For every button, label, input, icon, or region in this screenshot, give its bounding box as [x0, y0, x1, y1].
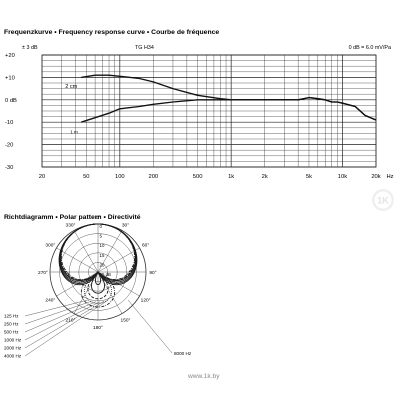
watermark-logo-circle	[372, 189, 394, 211]
x-tick-label: 5k	[306, 174, 312, 180]
radial-label: 0	[100, 224, 103, 229]
series-label-2cm: 2 cm	[65, 84, 77, 90]
watermark-logo-inner-ring	[374, 191, 392, 209]
frequency-series-labels: 2 cm 1 m	[65, 84, 78, 134]
polar-spoke	[73, 230, 99, 273]
legend-leader-line	[24, 300, 92, 325]
angle-label: 30°	[122, 222, 129, 228]
x-tick-label: 10k	[338, 174, 347, 180]
y-tick-label: -10	[5, 120, 13, 126]
radial-label: 15	[100, 253, 105, 258]
polar-spoke	[56, 271, 99, 297]
radial-label: 25 dB	[100, 272, 112, 277]
legend-label: 1000 Hz	[4, 338, 22, 343]
x-tick-label: 500	[193, 174, 203, 180]
x-tick-label: 200	[148, 174, 158, 180]
angle-label: 270°	[38, 270, 48, 276]
series-line-2	[80, 96, 377, 123]
polar-spoke	[97, 271, 123, 314]
legend-leader-line	[24, 299, 88, 317]
legend-label: 500 Hz	[4, 330, 19, 335]
y-tick-label: 0 dB	[5, 98, 17, 104]
x-tick-label: 1k	[228, 174, 234, 180]
polar-spoke	[97, 271, 140, 297]
frequency-x-ticks: 20 50 100 200 500 1k 2k 5k 10k 20k Hz	[39, 174, 394, 180]
y-tick-label: -20	[5, 143, 13, 149]
legend-leader-line	[127, 299, 173, 354]
legend-leader-line	[24, 301, 97, 333]
polar-spoke	[73, 271, 99, 314]
polar-spoke	[97, 230, 123, 273]
polar-spoke	[97, 247, 140, 273]
legend-leader-line	[24, 301, 101, 341]
x-tick-label: 50	[83, 174, 89, 180]
tolerance-label: ± 3 dB	[22, 45, 38, 51]
polar-chart-title: Richtdiagramm • Polar pattern • Directiv…	[4, 214, 141, 221]
x-tick-label: 100	[115, 174, 125, 180]
frequency-y-ticks: +20 +10 0 dB -10 -20 -30	[5, 53, 17, 171]
polar-curves	[58, 223, 138, 308]
radial-label: 20	[100, 262, 105, 267]
x-tick-label: 2k	[262, 174, 268, 180]
angle-label: 120°	[141, 298, 151, 304]
angle-label: 180°	[93, 325, 103, 331]
watermark-logo-text: 1K	[377, 196, 389, 206]
legend-leader-line	[24, 300, 105, 349]
polar-angle-labels: 0° 30° 60° 90° 120° 150° 180° 210° 240° 270° 300° 3…	[38, 215, 157, 331]
angle-label: 330°	[66, 222, 76, 228]
angle-label: 60°	[142, 243, 149, 249]
legend-label: 250 Hz	[4, 322, 19, 327]
watermark-logo: 1K	[372, 189, 394, 211]
angle-label: 210°	[66, 318, 76, 324]
radial-label: 10	[100, 243, 105, 248]
angle-label: 300°	[45, 243, 55, 249]
angle-label: 240°	[45, 298, 55, 304]
model-label: TG H34	[135, 45, 154, 51]
legend-leader-line	[24, 299, 109, 357]
legend-label: 125 Hz	[4, 314, 19, 319]
frequency-chart-title: Frequenzkurve • Frequency response curve…	[4, 29, 219, 36]
frequency-response-chart: Frequenzkurve • Frequency response curve…	[4, 29, 394, 180]
watermark-text: www.1k.by	[187, 373, 220, 380]
polar-pattern-chart: Richtdiagramm • Polar pattern • Directiv…	[4, 214, 192, 359]
x-tick-label: 20k	[371, 174, 380, 180]
angle-label: 90°	[149, 270, 156, 276]
y-tick-label: -30	[5, 165, 13, 171]
x-tick-label: 20	[39, 174, 45, 180]
legend-label: 4000 Hz	[4, 354, 22, 359]
legend-label: 8000 Hz	[174, 351, 192, 356]
frequency-series	[80, 74, 377, 123]
reference-label: 0 dB = 6.0 mV/Pa	[349, 45, 391, 51]
legend-label: 2000 Hz	[4, 346, 22, 351]
x-unit-label: Hz	[386, 174, 393, 180]
angle-label: 0°	[96, 215, 101, 221]
polar-radial-labels: 0 5 10 15 20 25 dB	[100, 224, 112, 277]
polar-legend: 125 Hz 250 Hz 500 Hz 1000 Hz 2000 Hz 4000 Hz 8…	[4, 299, 192, 359]
angle-label: 150°	[121, 318, 131, 324]
frequency-grid	[41, 54, 377, 168]
y-tick-label: +10	[5, 75, 15, 81]
radial-label: 5	[100, 234, 103, 239]
polar-spoke	[56, 247, 99, 273]
y-tick-label: +20	[5, 53, 15, 59]
series-label-1m: 1 m	[70, 129, 78, 134]
